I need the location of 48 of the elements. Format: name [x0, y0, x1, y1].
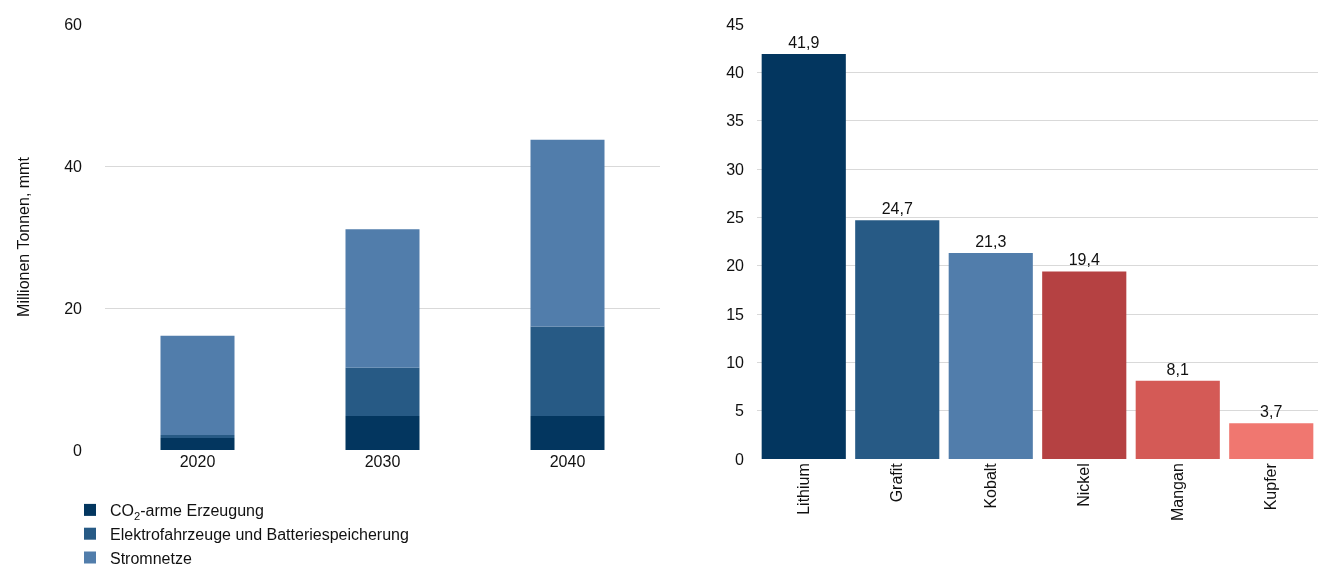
y-tick-label: 0	[73, 441, 83, 459]
y-tick-label: 10	[726, 353, 745, 371]
bar	[855, 220, 940, 459]
data-label: 21,3	[975, 233, 1007, 251]
y-tick-label: 0	[735, 450, 745, 468]
data-label: 41,9	[788, 33, 820, 51]
y-tick-label: 20	[726, 257, 745, 275]
x-tick-label: Grafit	[888, 462, 906, 503]
y-tick-label: 25	[726, 208, 745, 226]
y-tick-label: 40	[64, 157, 83, 175]
x-tick-label: Nickel	[1075, 463, 1093, 507]
legend-label: Stromnetze	[110, 549, 192, 567]
bar	[345, 229, 420, 368]
bar	[761, 53, 846, 459]
x-tick-label: Lithium	[794, 463, 812, 515]
y-tick-label: 30	[726, 160, 745, 178]
y-tick-label: 20	[64, 299, 83, 317]
y-axis-title: Millionen Tonnen, mmt	[15, 156, 33, 317]
x-tick-label: 2040	[549, 453, 586, 470]
data-label: 24,7	[881, 200, 913, 218]
bar	[530, 415, 605, 450]
y-tick-label: 5	[735, 402, 745, 420]
bar	[530, 326, 605, 416]
legend-label: Elektrofahrzeuge und Batteriespeicherung	[110, 525, 409, 543]
y-tick-label: 40	[726, 63, 745, 81]
x-tick-label: Kobalt	[981, 462, 999, 509]
x-tick-label: 2020	[179, 453, 216, 470]
y-tick-label: 35	[726, 112, 745, 130]
bar	[345, 367, 420, 416]
y-tick-label: 45	[726, 15, 745, 33]
x-tick-label: Mangan	[1168, 463, 1186, 522]
bar	[1135, 380, 1220, 459]
bar	[1042, 271, 1127, 459]
y-tick-label: 15	[726, 305, 745, 323]
bar	[160, 335, 235, 436]
bar	[1229, 423, 1314, 459]
bar	[345, 415, 420, 450]
data-label: 19,4	[1068, 251, 1100, 269]
x-tick-label: 2030	[364, 453, 401, 470]
legend-label: CO$_{2}$-arme Erzeugung	[110, 502, 264, 522]
bar	[948, 253, 1033, 459]
bar	[160, 437, 235, 450]
data-label: 8,1	[1166, 360, 1189, 378]
y-tick-label: 60	[64, 15, 83, 33]
bar	[160, 435, 235, 438]
x-tick-label: Kupfer	[1262, 462, 1280, 511]
data-label: 3,7	[1260, 403, 1283, 421]
bar	[530, 139, 605, 327]
